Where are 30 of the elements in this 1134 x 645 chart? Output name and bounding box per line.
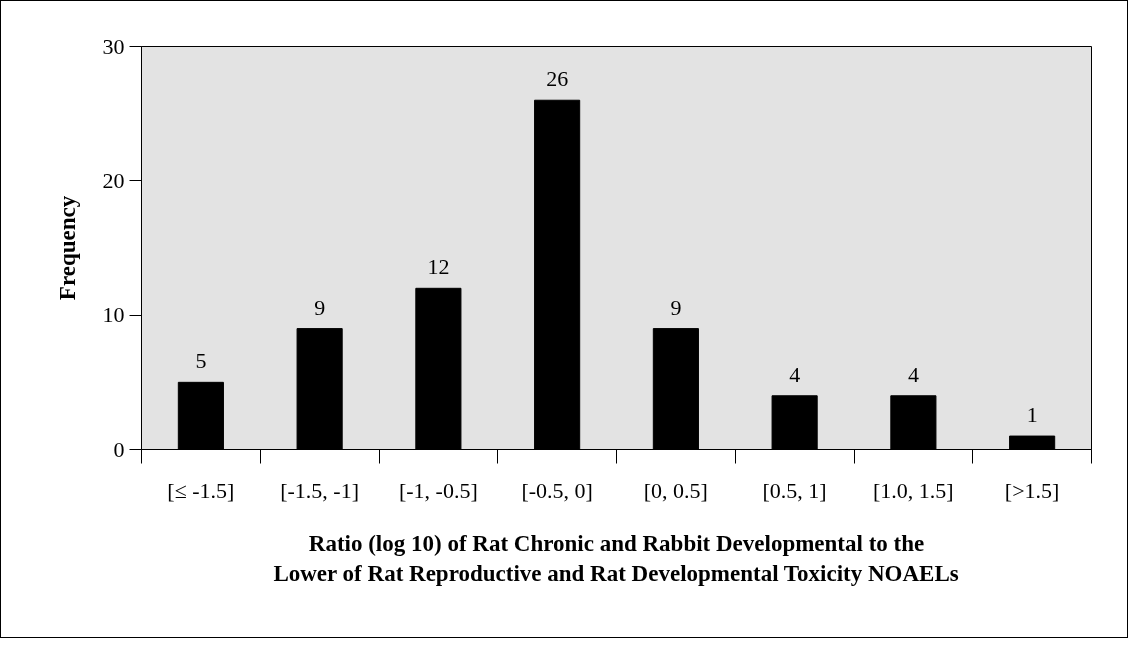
data-label: 1 (1026, 402, 1038, 428)
data-label: 4 (907, 361, 919, 387)
data-label: 5 (195, 348, 207, 374)
data-label: 26 (546, 66, 569, 92)
y-tick-label: 30 (102, 33, 125, 59)
x-axis-title: Ratio (log 10) of Rat Chronic and Rabbit Developmental to the Lower of Rat Reproductive and Rat Developmental Toxicity NOAELs (273, 530, 959, 586)
data-label: 4 (789, 361, 801, 387)
x-tick-label: [-1, -0.5] (398, 477, 478, 503)
bar (296, 328, 343, 450)
x-tick-label: [0, 0.5] (643, 477, 708, 503)
x-tick-label: [>1.5] (1004, 477, 1060, 503)
y-tick-label: 20 (102, 167, 125, 193)
data-label: 9 (314, 294, 326, 320)
bar (415, 287, 462, 450)
x-tick-label: [≤ -1.5] (167, 477, 235, 503)
data-label: 12 (427, 254, 450, 280)
x-tick-label: [-0.5, 0] (521, 477, 593, 503)
bar (1009, 435, 1056, 450)
bar (890, 395, 937, 450)
x-tick-label: [-1.5, -1] (280, 477, 360, 503)
y-tick-label: 0 (113, 436, 125, 462)
x-tick-label: [0.5, 1] (762, 477, 827, 503)
bar (534, 99, 581, 450)
x-tick-label: [1.0, 1.5] (873, 477, 954, 503)
y-tick-label: 10 (102, 302, 125, 328)
bar (771, 395, 818, 450)
bar (652, 328, 699, 450)
data-label: 9 (670, 294, 682, 320)
y-axis-title: Frequency (54, 195, 80, 301)
bar (177, 381, 224, 450)
